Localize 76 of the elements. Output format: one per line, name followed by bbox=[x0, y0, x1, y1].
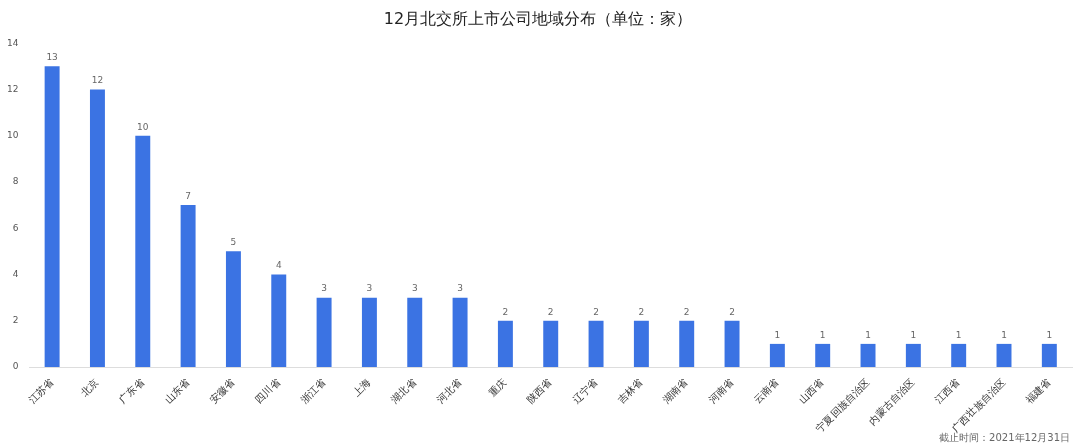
x-tick-label: 山东省 bbox=[162, 376, 192, 406]
bar bbox=[407, 297, 423, 368]
bar bbox=[905, 343, 921, 368]
x-tick-label: 吉林省 bbox=[615, 376, 645, 406]
bar bbox=[1041, 343, 1057, 368]
data-label: 1 bbox=[910, 329, 917, 340]
bar bbox=[996, 343, 1012, 368]
bar bbox=[543, 320, 559, 368]
data-label: 1 bbox=[819, 329, 826, 340]
data-label: 1 bbox=[865, 329, 871, 340]
bar bbox=[724, 320, 740, 368]
bar bbox=[588, 320, 604, 368]
data-label: 1 bbox=[955, 329, 962, 340]
y-tick-label: 14 bbox=[7, 37, 19, 48]
bar bbox=[951, 343, 967, 368]
data-label: 3 bbox=[411, 283, 418, 294]
data-label: 10 bbox=[137, 121, 149, 132]
x-tick-label: 河南省 bbox=[706, 376, 736, 406]
data-label: 3 bbox=[457, 283, 463, 294]
bar bbox=[815, 343, 831, 368]
bar bbox=[361, 297, 377, 368]
data-label: 12 bbox=[91, 75, 104, 86]
data-label: 2 bbox=[729, 306, 735, 317]
bar bbox=[860, 343, 876, 368]
data-label: 4 bbox=[275, 260, 282, 271]
x-tick-label: 辽宁省 bbox=[570, 376, 600, 406]
bar bbox=[44, 66, 60, 368]
bar bbox=[225, 251, 241, 368]
y-tick-label: 4 bbox=[12, 268, 19, 279]
bar bbox=[679, 320, 695, 368]
bar bbox=[271, 274, 287, 368]
x-tick-label: 湖南省 bbox=[660, 376, 690, 406]
x-tick-label: 上海 bbox=[350, 376, 373, 399]
x-tick-label: 安徽省 bbox=[207, 376, 237, 406]
bar bbox=[497, 320, 513, 368]
x-tick-label: 广东省 bbox=[117, 376, 147, 406]
data-label: 2 bbox=[638, 306, 645, 317]
bar bbox=[452, 297, 468, 368]
data-label: 3 bbox=[366, 283, 373, 294]
bar bbox=[316, 297, 332, 368]
data-label: 2 bbox=[547, 306, 554, 317]
data-label: 1 bbox=[1046, 329, 1053, 340]
data-label: 3 bbox=[321, 283, 327, 294]
x-tick-label: 湖北省 bbox=[389, 376, 418, 406]
bar bbox=[135, 135, 151, 368]
x-tick-label: 北京 bbox=[78, 376, 101, 399]
y-tick-label: 10 bbox=[7, 130, 19, 141]
bar bbox=[180, 205, 196, 368]
y-tick-label: 8 bbox=[12, 176, 19, 187]
x-tick-label: 江苏省 bbox=[26, 376, 56, 406]
y-tick-label: 2 bbox=[12, 315, 19, 326]
x-tick-label: 浙江省 bbox=[298, 376, 328, 406]
bar bbox=[89, 89, 105, 368]
x-tick-label: 陕西省 bbox=[524, 376, 554, 406]
data-label: 1 bbox=[774, 329, 781, 340]
x-tick-label: 重庆 bbox=[486, 376, 509, 399]
y-tick-label: 0 bbox=[12, 361, 19, 372]
y-tick-label: 6 bbox=[12, 222, 19, 233]
y-tick-label: 12 bbox=[7, 83, 19, 94]
x-tick-label: 河北省 bbox=[434, 376, 464, 406]
x-tick-label: 福建省 bbox=[1023, 376, 1053, 406]
data-label: 2 bbox=[593, 306, 599, 317]
x-tick-label: 江西省 bbox=[932, 376, 962, 406]
data-label: 2 bbox=[502, 306, 509, 317]
x-tick-label: 云南省 bbox=[751, 376, 781, 406]
text: 截止时间：2021年12月31日 bbox=[939, 431, 1070, 443]
data-label: 7 bbox=[185, 190, 191, 201]
data-label: 2 bbox=[683, 306, 690, 317]
x-tick-label: 四川省 bbox=[253, 376, 283, 406]
data-label: 1 bbox=[1001, 329, 1007, 340]
x-tick-label: 山西省 bbox=[796, 376, 826, 406]
chart-title: 12月北交所上市公司地域分布（单位：家） bbox=[383, 8, 693, 28]
bar bbox=[633, 320, 649, 368]
bar bbox=[769, 343, 785, 368]
data-label: 13 bbox=[46, 52, 58, 63]
data-label: 5 bbox=[230, 237, 237, 248]
